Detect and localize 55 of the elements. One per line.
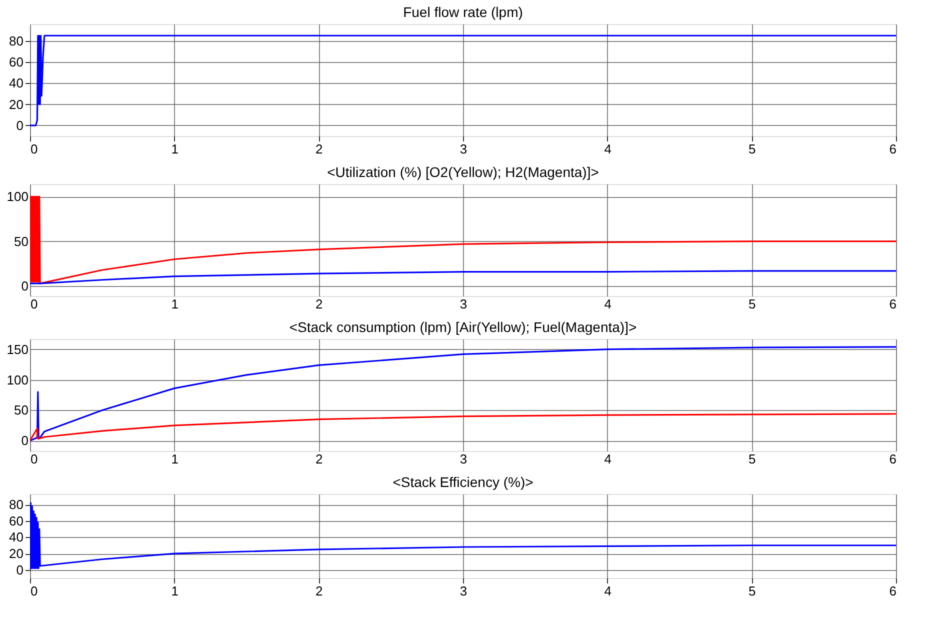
x-tick-label: 0 bbox=[30, 452, 38, 466]
line-series bbox=[30, 270, 896, 284]
y-tick-label: 0 bbox=[16, 562, 24, 578]
x-tick-label: 3 bbox=[460, 452, 468, 466]
y-tick-label: 80 bbox=[9, 33, 24, 48]
x-tick-label: 1 bbox=[171, 296, 178, 312]
y-tick-label: 40 bbox=[9, 530, 24, 545]
chart-title: <Utilization (%) [O2(Yellow); H2(Magenta)]> bbox=[327, 164, 599, 180]
chart-title: <Stack Efficiency (%)> bbox=[392, 474, 534, 490]
x-tick-label: 6 bbox=[889, 296, 896, 312]
y-tick-label: 80 bbox=[9, 497, 24, 512]
x-tick-label: 4 bbox=[604, 452, 612, 466]
x-tick-label: 5 bbox=[748, 142, 756, 156]
x-tick-label: 5 bbox=[748, 584, 756, 598]
x-tick-label: 3 bbox=[460, 142, 468, 156]
x-tick-label: 0 bbox=[30, 142, 38, 156]
x-tick-label: 0 bbox=[30, 296, 38, 312]
line-series bbox=[30, 34, 896, 126]
y-tick-label: 60 bbox=[9, 513, 24, 528]
x-tick-label: 3 bbox=[460, 584, 468, 598]
x-tick-label: 5 bbox=[748, 452, 756, 466]
line-series bbox=[30, 413, 896, 442]
x-tick-label: 6 bbox=[889, 584, 896, 598]
y-tick-label: 50 bbox=[14, 234, 28, 249]
x-tick-label: 2 bbox=[316, 584, 323, 598]
y-tick-label: 150 bbox=[6, 342, 28, 357]
line-series bbox=[30, 502, 896, 571]
x-tick-label: 2 bbox=[316, 296, 323, 312]
y-tick-label: 40 bbox=[9, 76, 24, 91]
line-series bbox=[30, 196, 896, 284]
x-tick-label: 4 bbox=[604, 296, 612, 312]
chart-title: Fuel flow rate (lpm) bbox=[403, 4, 523, 20]
x-tick-label: 2 bbox=[316, 142, 323, 156]
line-series bbox=[30, 346, 896, 442]
x-tick-label: 1 bbox=[171, 452, 178, 466]
x-tick-label: 5 bbox=[748, 296, 756, 312]
y-tick-label: 100 bbox=[6, 189, 28, 204]
y-tick-label: 20 bbox=[9, 96, 24, 112]
x-tick-label: 2 bbox=[316, 452, 323, 466]
x-tick-label: 0 bbox=[30, 584, 38, 598]
x-tick-label: 6 bbox=[889, 142, 896, 156]
y-tick-label: 60 bbox=[9, 54, 24, 70]
y-tick-label: 0 bbox=[21, 278, 28, 294]
y-tick-label: 100 bbox=[6, 372, 28, 388]
y-tick-label: 20 bbox=[9, 546, 24, 562]
x-tick-label: 3 bbox=[460, 296, 468, 312]
y-tick-label: 50 bbox=[14, 402, 28, 418]
x-tick-label: 4 bbox=[604, 584, 612, 598]
y-tick-label: 0 bbox=[21, 433, 28, 448]
x-tick-label: 6 bbox=[889, 452, 896, 466]
x-tick-label: 1 bbox=[171, 142, 178, 156]
x-tick-label: 4 bbox=[604, 142, 612, 156]
chart-title: <Stack consumption (lpm) [Air(Yellow); Fuel(Magenta)]> bbox=[289, 319, 637, 335]
y-tick-label: 0 bbox=[16, 118, 24, 133]
x-tick-label: 1 bbox=[171, 584, 178, 598]
